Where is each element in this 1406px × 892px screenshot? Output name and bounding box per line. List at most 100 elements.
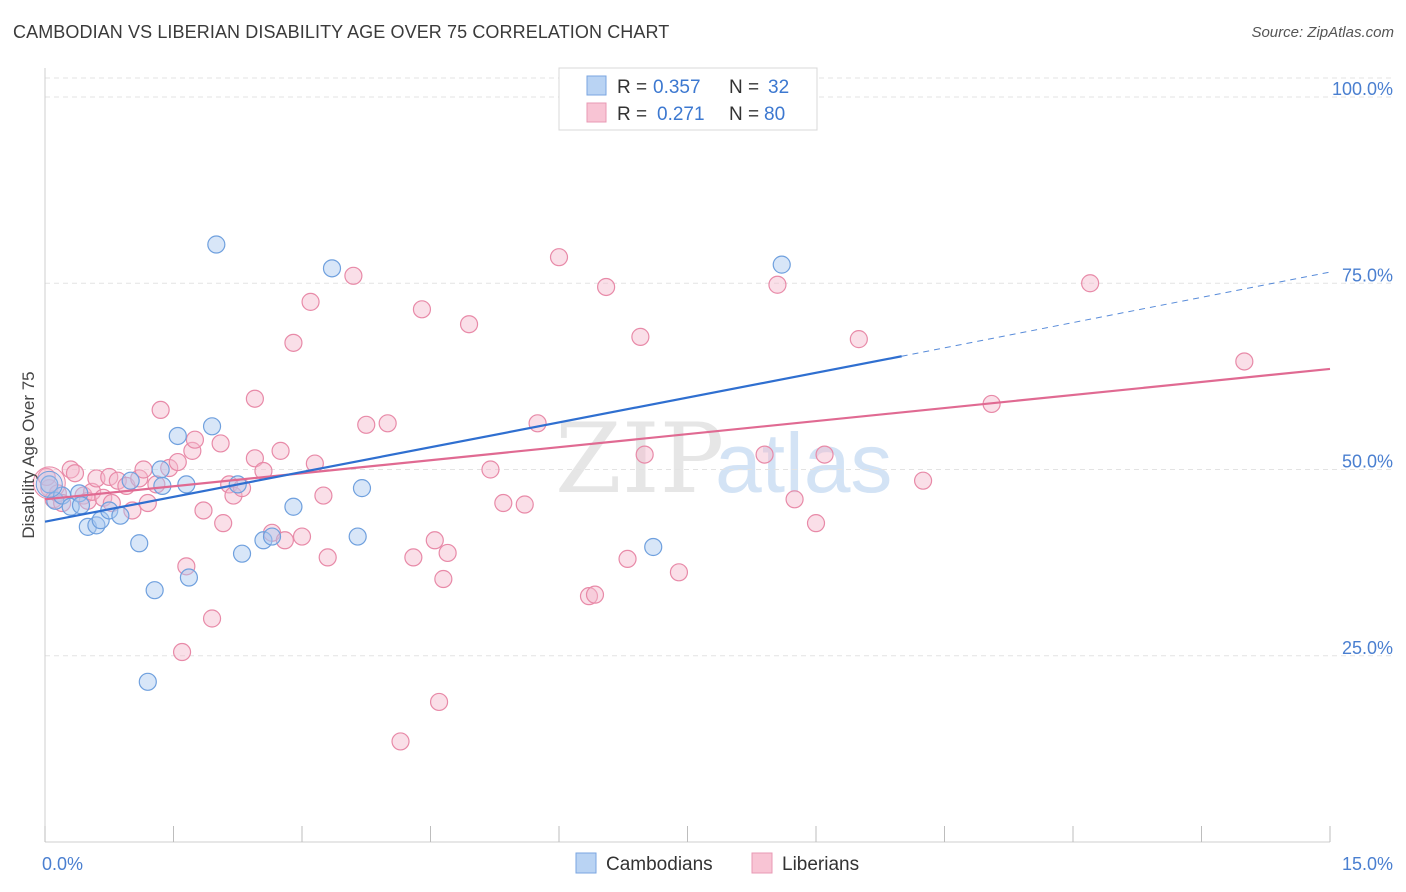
legend-n-value-1: 32 bbox=[768, 77, 789, 98]
liberians-point-64 bbox=[597, 277, 616, 297]
legend-r-value-2: 0.271 bbox=[657, 104, 705, 125]
liberians-point-67 bbox=[635, 445, 654, 464]
cambodians-points bbox=[35, 235, 791, 691]
trend-lines bbox=[44, 271, 1331, 523]
liberians-point-58 bbox=[494, 493, 513, 513]
cambodians-trend-extension bbox=[901, 271, 1331, 357]
cambodians-point-21 bbox=[207, 235, 226, 254]
liberians-point-50 bbox=[404, 548, 423, 567]
cambodians-trend-line bbox=[44, 355, 902, 523]
bottom-legend-swatch-liberians bbox=[751, 852, 773, 874]
bottom-legend-swatch-cambodians bbox=[575, 852, 597, 874]
liberians-point-47 bbox=[357, 415, 376, 434]
x-tick-label-max: 15.0% bbox=[1342, 854, 1393, 874]
liberians-point-51 bbox=[412, 300, 432, 319]
liberians-point-38 bbox=[271, 441, 290, 460]
cambodians-point-27 bbox=[322, 259, 342, 278]
cambodians-point-30 bbox=[644, 537, 663, 557]
cambodians-point-29 bbox=[352, 479, 372, 498]
bottom-legend-liberians: Liberians bbox=[782, 854, 859, 875]
legend-n-value-2: 80 bbox=[764, 104, 785, 125]
liberians-point-42 bbox=[301, 292, 320, 311]
liberians-point-34 bbox=[245, 389, 264, 408]
cambodians-point-12 bbox=[130, 534, 149, 553]
liberians-point-20 bbox=[151, 400, 170, 419]
cambodians-point-19 bbox=[179, 568, 199, 587]
y-tick-label-100: 100.0% bbox=[1332, 79, 1393, 99]
liberians-point-46 bbox=[344, 266, 363, 285]
x-tick-label-min: 0.0% bbox=[42, 854, 83, 874]
liberians-point-27 bbox=[194, 501, 213, 520]
liberians-point-53 bbox=[429, 692, 449, 712]
y-axis-label: Disability Age Over 75 bbox=[19, 371, 38, 538]
cambodians-point-10 bbox=[111, 506, 130, 525]
liberians-point-62 bbox=[579, 587, 599, 606]
liberians-point-30 bbox=[214, 514, 233, 533]
liberians-point-25 bbox=[183, 441, 202, 460]
cambodians-point-25 bbox=[262, 527, 282, 546]
liberians-point-26 bbox=[185, 430, 205, 449]
cambodians-point-23 bbox=[232, 544, 252, 563]
cambodians-point-28 bbox=[348, 527, 367, 546]
chart-title: CAMBODIAN VS LIBERIAN DISABILITY AGE OVE… bbox=[13, 22, 670, 42]
liberians-point-35 bbox=[245, 449, 264, 468]
source-label: Source: ZipAtlas.com bbox=[1251, 24, 1394, 41]
liberians-point-68 bbox=[669, 563, 689, 582]
cambodians-point-14 bbox=[145, 581, 164, 600]
legend-r-value-1: 0.357 bbox=[653, 77, 701, 98]
liberians-point-78 bbox=[1235, 352, 1254, 371]
liberians-point-61 bbox=[549, 248, 569, 267]
cambodians-point-31 bbox=[772, 255, 791, 274]
liberians-point-75 bbox=[913, 471, 933, 490]
liberians-point-70 bbox=[768, 275, 787, 294]
liberians-point-63 bbox=[585, 585, 605, 604]
liberians-point-24 bbox=[177, 557, 196, 576]
legend-swatch-cambodians bbox=[586, 75, 607, 96]
liberians-point-72 bbox=[806, 514, 826, 533]
cambodians-point-15 bbox=[151, 460, 170, 479]
liberians-point-48 bbox=[378, 414, 397, 433]
liberians-point-65 bbox=[618, 549, 637, 569]
liberians-point-22 bbox=[168, 452, 187, 472]
liberians-point-59 bbox=[515, 495, 534, 514]
liberians-point-71 bbox=[785, 490, 804, 509]
legend-r-label-2: R = bbox=[617, 104, 647, 125]
cambodians-point-20 bbox=[202, 417, 222, 436]
liberians-point-5 bbox=[65, 464, 85, 483]
watermark-atlas: atlas bbox=[715, 416, 892, 510]
liberians-point-57 bbox=[481, 460, 500, 479]
cambodians-point-17 bbox=[168, 426, 187, 446]
legend-n-label-1: N = bbox=[729, 77, 759, 98]
legend-box: R = 0.357 N = 32 R = 0.271 N = 80 bbox=[558, 67, 818, 131]
y-tick-label-75: 75.0% bbox=[1342, 265, 1393, 285]
watermark-zip: ZIP bbox=[555, 403, 724, 515]
liberians-point-44 bbox=[314, 486, 333, 505]
legend-n-label-2: N = bbox=[729, 104, 759, 125]
liberians-point-54 bbox=[434, 569, 453, 589]
cambodians-point-5 bbox=[71, 496, 91, 515]
liberians-point-56 bbox=[459, 315, 479, 334]
gridlines bbox=[45, 77, 1393, 657]
liberians-point-45 bbox=[318, 548, 337, 567]
bottom-legend-cambodians: Cambodians bbox=[606, 854, 713, 875]
liberians-point-41 bbox=[292, 527, 312, 546]
cambodians-point-11 bbox=[121, 471, 140, 490]
liberians-point-29 bbox=[211, 434, 230, 453]
liberians-point-60 bbox=[528, 414, 547, 433]
cambodians-point-26 bbox=[284, 497, 303, 516]
watermark: ZIP atlas bbox=[555, 403, 892, 515]
liberians-point-13 bbox=[108, 471, 127, 490]
legend-swatch-liberians bbox=[586, 102, 607, 123]
y-tick-label-25: 25.0% bbox=[1342, 638, 1393, 658]
liberians-point-77 bbox=[1081, 274, 1100, 293]
cambodians-point-0 bbox=[40, 475, 59, 494]
liberians-point-40 bbox=[284, 333, 303, 352]
cambodians-point-13 bbox=[138, 672, 157, 691]
liberians-point-28 bbox=[202, 609, 222, 628]
liberians-point-66 bbox=[631, 327, 650, 346]
liberians-point-73 bbox=[815, 445, 834, 464]
axes bbox=[44, 68, 1331, 843]
cambodians-cluster-point bbox=[35, 470, 63, 498]
liberians-point-49 bbox=[391, 732, 410, 751]
